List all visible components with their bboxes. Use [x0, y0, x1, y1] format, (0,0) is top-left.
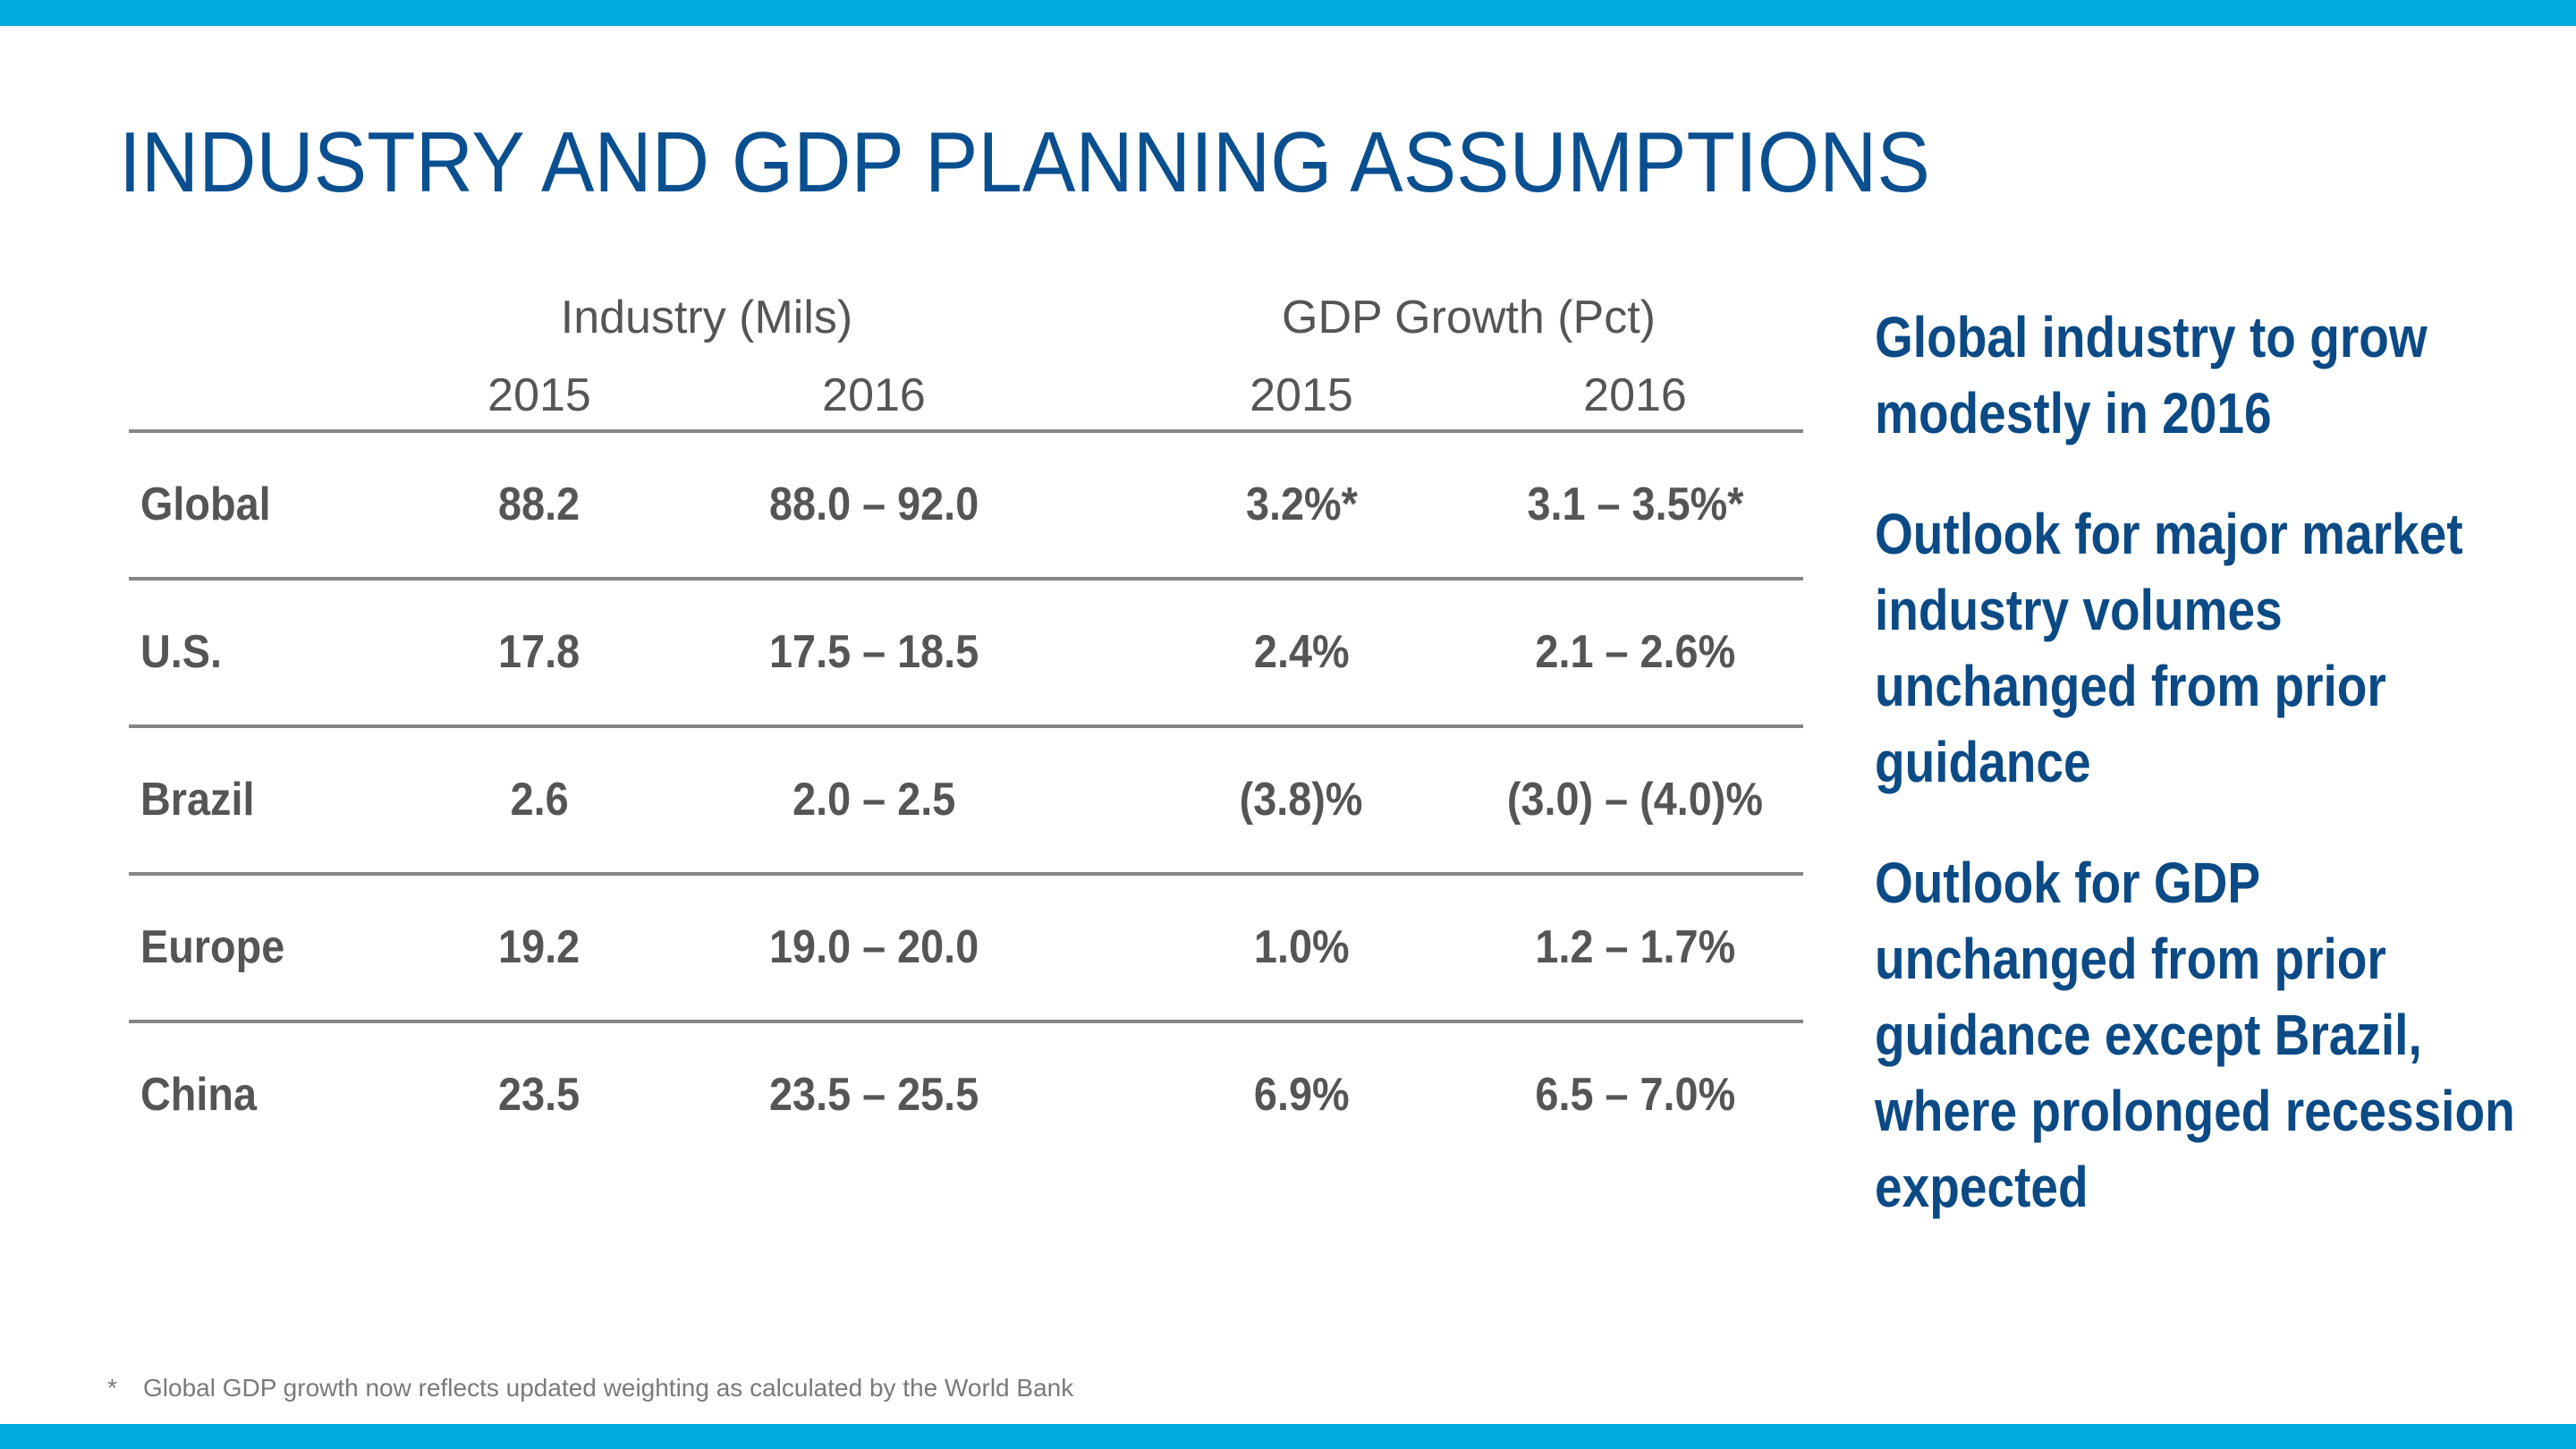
cell-value: 2.4% [1253, 626, 1350, 678]
takeaway-1: Global industry to grow modestly in 2016 [1875, 300, 2572, 452]
cell-industry-2016: 23.5 – 25.5 [695, 1068, 1053, 1122]
cell-industry-2015: 17.8 [360, 625, 718, 679]
cell-value: 1.2 – 1.7% [1535, 921, 1735, 973]
cell-value: 19.0 – 20.0 [768, 921, 979, 973]
cell-industry-2016: 2.0 – 2.5 [695, 773, 1053, 826]
cell-value: 23.5 [498, 1069, 580, 1121]
cell-gdp-2016: 2.1 – 2.6% [1456, 625, 1814, 679]
cell-gdp-2015: 1.0% [1123, 920, 1480, 974]
cell-industry-2016: 19.0 – 20.0 [695, 920, 1053, 974]
year-header-industry-2015: 2015 [487, 369, 591, 421]
year-header-gdp-2015: 2015 [1250, 369, 1353, 421]
takeaway-line: guidance [1875, 730, 2091, 794]
takeaway-3: Outlook for GDP unchanged from prior guida… [1875, 845, 2572, 1225]
cell-value: 19.2 [498, 921, 580, 973]
cell-value: 23.5 – 25.5 [768, 1069, 979, 1121]
takeaway-line: unchanged from prior [1875, 654, 2386, 718]
takeaway-line: Global industry to grow [1875, 305, 2428, 369]
cell-value: 17.5 – 18.5 [768, 626, 979, 678]
row-label-text: China [140, 1069, 258, 1121]
cell-gdp-2015: 3.2%* [1123, 478, 1480, 531]
cell-value: 3.1 – 3.5%* [1527, 479, 1743, 530]
cell-gdp-2015: 6.9% [1123, 1068, 1480, 1122]
takeaway-line: unchanged from prior [1875, 927, 2386, 991]
takeaway-line: expected [1875, 1155, 2089, 1219]
cell-industry-2015: 19.2 [360, 920, 718, 974]
cell-value: 88.0 – 92.0 [768, 479, 979, 530]
takeaway-line: where prolonged recession [1875, 1079, 2515, 1143]
year-header-industry-2016: 2016 [822, 369, 926, 421]
row-divider [129, 1020, 1803, 1023]
slide-title: INDUSTRY AND GDP PLANNING ASSUMPTIONS [119, 114, 1930, 210]
key-takeaways: Global industry to grow modestly in 2016 O… [1875, 300, 2572, 1270]
footnote-text: Global GDP growth now reflects updated w… [143, 1374, 1074, 1402]
cell-value: (3.8)% [1240, 774, 1363, 826]
cell-value: 6.5 – 7.0% [1535, 1069, 1735, 1121]
row-label-text: Brazil [140, 774, 255, 826]
row-label: Brazil [140, 773, 267, 826]
row-label: Europe [140, 920, 301, 974]
row-label-text: Europe [140, 921, 285, 973]
takeaway-line: industry volumes [1875, 578, 2283, 642]
row-label: Global [140, 478, 285, 531]
takeaway-line: guidance except Brazil, [1875, 1003, 2422, 1067]
row-label-text: U.S. [140, 626, 223, 678]
cell-value: 2.0 – 2.5 [792, 774, 956, 826]
cell-gdp-2015: (3.8)% [1123, 773, 1480, 826]
takeaway-line: Outlook for GDP [1875, 851, 2261, 915]
cell-industry-2016: 17.5 – 18.5 [695, 625, 1053, 679]
takeaway-2: Outlook for major market industry volumes… [1875, 496, 2572, 801]
takeaway-line: Outlook for major market [1875, 502, 2463, 566]
cell-gdp-2016: 1.2 – 1.7% [1456, 920, 1814, 974]
cell-value: 3.2%* [1245, 479, 1358, 530]
row-label-text: Global [140, 479, 271, 530]
row-divider [129, 872, 1803, 876]
cell-value: 2.1 – 2.6% [1535, 626, 1735, 678]
year-header-gdp-2016: 2016 [1583, 369, 1687, 421]
cell-industry-2016: 88.0 – 92.0 [695, 478, 1053, 531]
cell-gdp-2016: 3.1 – 3.5%* [1456, 478, 1814, 531]
row-divider [129, 724, 1803, 728]
cell-value: 6.9% [1253, 1069, 1350, 1121]
cell-gdp-2015: 2.4% [1123, 625, 1480, 679]
cell-industry-2015: 23.5 [360, 1068, 718, 1122]
row-divider [129, 577, 1803, 580]
header-rule [129, 429, 1803, 433]
group-header-gdp-growth: GDP Growth (Pct) [1281, 292, 1657, 343]
group-header-industry: Industry (Mils) [560, 292, 853, 343]
cell-value: 2.6 [510, 774, 569, 826]
footnote-asterisk: * [107, 1374, 117, 1402]
cell-gdp-2016: (3.0) – (4.0)% [1456, 773, 1814, 826]
cell-value: 88.2 [498, 479, 580, 530]
top-accent-bar [0, 0, 2576, 26]
row-label: China [140, 1068, 269, 1122]
row-label: U.S. [140, 625, 231, 679]
cell-industry-2015: 88.2 [360, 478, 718, 531]
footnote: * Global GDP growth now reflects updated … [107, 1372, 1073, 1404]
bottom-accent-bar [0, 1424, 2576, 1449]
cell-gdp-2016: 6.5 – 7.0% [1456, 1068, 1814, 1122]
takeaway-line: modestly in 2016 [1875, 381, 2272, 445]
cell-value: 17.8 [498, 626, 580, 678]
cell-value: 1.0% [1253, 921, 1350, 973]
cell-value: (3.0) – (4.0)% [1506, 774, 1764, 826]
cell-industry-2015: 2.6 [360, 773, 718, 826]
